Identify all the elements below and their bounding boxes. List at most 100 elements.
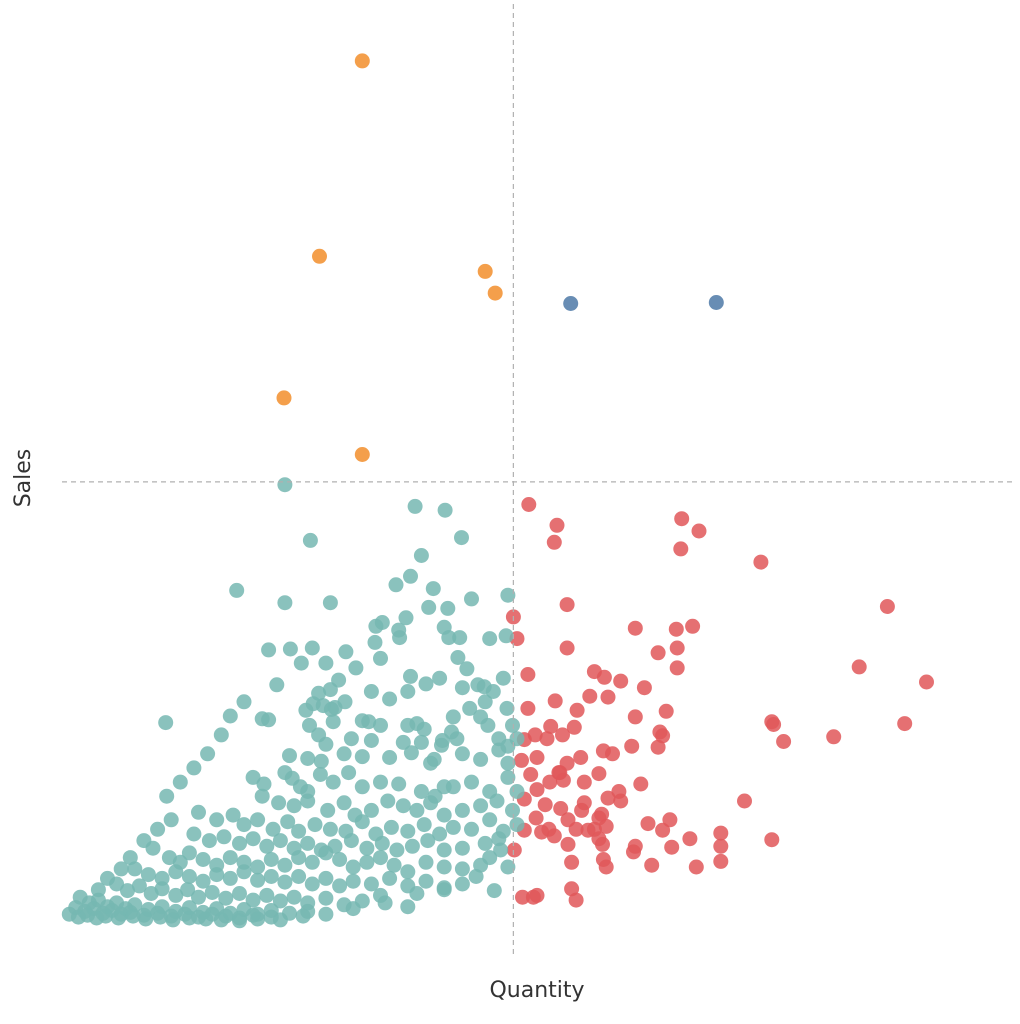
scatter-point — [482, 850, 498, 866]
scatter-point — [879, 599, 895, 614]
scatter-point — [232, 835, 247, 851]
scatter-point — [436, 882, 452, 898]
scatter-point — [250, 872, 266, 888]
scatter-point — [539, 731, 555, 747]
scatter-point — [543, 718, 559, 734]
scatter-point — [576, 774, 592, 790]
scatter-point — [307, 817, 323, 833]
scatter-point — [407, 498, 423, 514]
scatter-point — [277, 477, 293, 493]
scatter-point — [764, 832, 780, 848]
scatter-point — [323, 701, 339, 717]
scatter-point — [367, 634, 383, 650]
scatter-point — [272, 912, 288, 928]
scatter-point — [300, 793, 316, 809]
scatter-point — [436, 842, 452, 858]
scatter-point — [404, 838, 420, 854]
scatter-point — [515, 889, 530, 905]
scatter-point — [432, 670, 448, 686]
scatter-point — [276, 390, 292, 406]
scatter-point — [454, 746, 470, 762]
scatter-point — [485, 684, 501, 699]
scatter-point — [498, 628, 514, 644]
scatter-point — [282, 641, 298, 657]
scatter-point — [318, 870, 334, 886]
scatter-point — [225, 807, 241, 823]
scatter-point — [181, 845, 197, 861]
scatter-point — [312, 248, 327, 264]
scatter-point — [286, 798, 302, 814]
scatter-point — [564, 881, 580, 897]
scatter-point — [650, 739, 666, 755]
scatter-point — [302, 717, 317, 733]
scatter-point — [150, 821, 166, 837]
scatter-point — [152, 909, 168, 925]
scatter-point — [131, 878, 147, 894]
scatter-point — [713, 825, 729, 841]
scatter-point — [400, 717, 416, 733]
scatter-point — [138, 911, 154, 927]
scatter-point — [509, 784, 525, 799]
scatter-point — [547, 693, 563, 709]
scatter-point — [186, 760, 202, 776]
scatter-point — [345, 901, 361, 917]
scatter-point — [413, 734, 429, 750]
scatter-point — [418, 676, 434, 692]
scatter-point — [359, 840, 375, 856]
scatter-point — [120, 883, 135, 899]
scatter-point — [403, 745, 419, 761]
scatter-point — [322, 595, 338, 611]
scatter-point — [505, 717, 520, 733]
scatter-point — [421, 599, 437, 615]
scatter-point — [373, 850, 388, 866]
scatter-point — [520, 667, 536, 682]
scatter-point — [499, 700, 515, 716]
scatter-point — [195, 873, 211, 889]
scatter-point — [348, 660, 364, 676]
scatter-point — [473, 798, 489, 814]
scatter-point — [454, 861, 470, 877]
scatter-point — [359, 854, 375, 870]
scatter-point — [336, 795, 352, 811]
scatter-point — [595, 836, 610, 852]
scatter-point — [500, 755, 516, 771]
scatter-point — [851, 659, 867, 675]
scatter-point — [555, 727, 570, 743]
scatter-point — [336, 746, 352, 762]
scatter-point — [482, 631, 498, 647]
scatter-point — [325, 774, 341, 790]
scatter-point — [200, 746, 216, 762]
scatter-point — [652, 724, 668, 740]
scatter-point — [122, 850, 138, 866]
scatter-point — [489, 793, 505, 809]
scatter-point — [272, 833, 288, 849]
scatter-point — [627, 838, 643, 854]
scatter-point — [425, 581, 441, 597]
scatter-point — [418, 873, 434, 889]
scatter-point — [464, 821, 479, 837]
scatter-point — [563, 296, 579, 311]
scatter-point — [537, 797, 553, 813]
scatter-point — [250, 911, 266, 927]
scatter-point — [437, 502, 453, 518]
scatter-point — [650, 645, 666, 661]
scatter-point — [98, 908, 114, 924]
scatter-point — [664, 839, 680, 855]
scatter-point — [232, 913, 247, 929]
scatter-point — [282, 748, 297, 764]
scatter-point — [529, 750, 545, 765]
scatter-point — [318, 906, 334, 922]
scatter-point — [420, 833, 436, 849]
scatter-point — [450, 650, 466, 665]
scatter-point — [388, 577, 404, 593]
scatter-point — [320, 802, 336, 818]
scatter-point — [354, 713, 370, 729]
scatter-point — [300, 751, 316, 766]
scatter-point — [140, 867, 156, 883]
scatter-point — [354, 53, 370, 69]
scatter-point — [624, 738, 640, 754]
scatter-point — [398, 610, 414, 626]
scatter-point — [560, 836, 576, 852]
x-axis-title: Quantity — [489, 978, 584, 1003]
scatter-point — [368, 618, 384, 634]
